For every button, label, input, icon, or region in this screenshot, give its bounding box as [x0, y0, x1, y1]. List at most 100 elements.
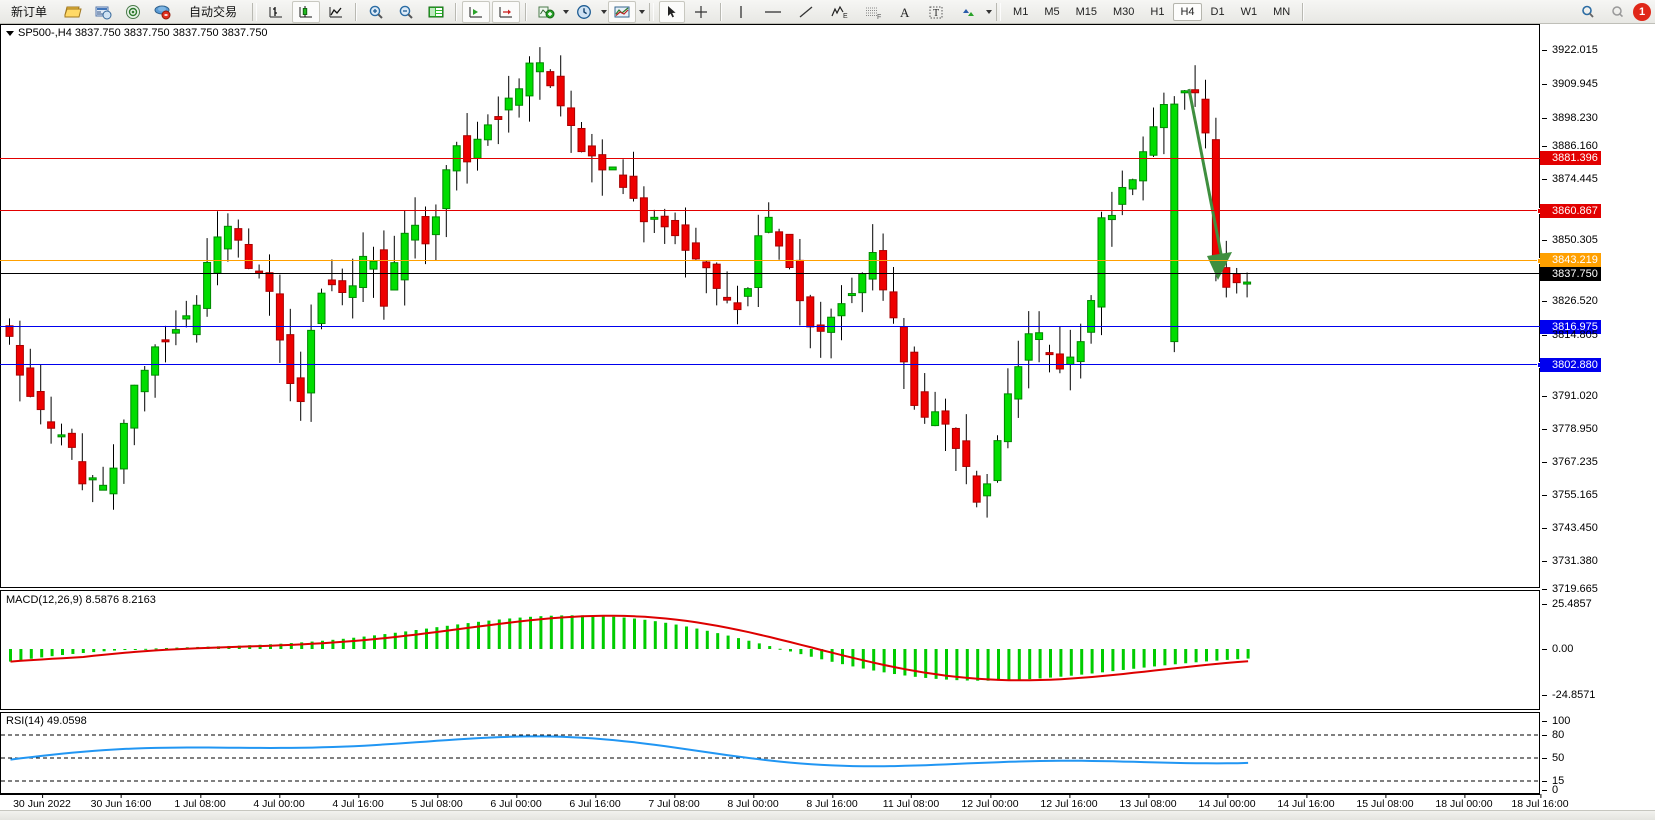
notification-badge[interactable]: 1: [1633, 2, 1651, 21]
main-toolbar: 新订单: [0, 0, 1655, 24]
svg-text:T: T: [933, 8, 939, 19]
period-dropdown-icon[interactable]: [601, 9, 608, 14]
rsi-panel: [0, 712, 1540, 794]
bar-chart-icon[interactable]: [262, 1, 290, 23]
toolbar-separator-3: [525, 2, 528, 21]
shift-icon[interactable]: [492, 0, 521, 23]
candlestick-series: [5, 47, 1252, 518]
rsi-tick-100: 100: [1540, 715, 1570, 727]
line-chart-icon[interactable]: [322, 1, 350, 23]
time-tick: 8 Jul 16:00: [806, 794, 858, 810]
time-tick: 8 Jul 00:00: [727, 794, 779, 810]
svg-text:E: E: [843, 13, 848, 20]
macd-label: MACD(12,26,9) 8.5876 8.2163: [6, 594, 156, 606]
trendline-icon[interactable]: [791, 1, 821, 23]
horizontal-line-icon[interactable]: [757, 1, 789, 23]
timeframe-h1[interactable]: H1: [1150, 5, 1165, 18]
rsi-series: [1, 734, 1539, 782]
time-tick: 15 Jul 08:00: [1356, 794, 1414, 810]
timeframe-mn[interactable]: MN: [1273, 5, 1291, 18]
text-label-icon[interactable]: T: [921, 1, 951, 23]
time-tick: 14 Jul 00:00: [1198, 794, 1256, 810]
time-tick: 12 Jul 16:00: [1040, 794, 1098, 810]
new-order-button[interactable]: 新订单: [1, 1, 57, 23]
price-tick: 3826.520: [1540, 295, 1598, 307]
search-icon[interactable]: [1574, 1, 1602, 23]
price-scale[interactable]: 3922.015 3909.945 3898.230 3886.160 3881…: [1540, 24, 1655, 820]
time-tick: 1 Jul 08:00: [174, 794, 226, 810]
navigator-icon[interactable]: [119, 1, 147, 23]
zoom-in-icon[interactable]: [362, 1, 390, 23]
cursor-icon[interactable]: [659, 0, 686, 23]
indicators-icon[interactable]: [532, 1, 560, 23]
grid-icon[interactable]: [422, 1, 450, 23]
price-marker-last: 3837.750: [1540, 267, 1601, 281]
svg-text:F: F: [877, 14, 881, 20]
time-tick: 4 Jul 00:00: [253, 794, 305, 810]
templates-icon[interactable]: [608, 0, 637, 23]
folder-icon[interactable]: [59, 1, 87, 23]
price-marker-3881[interactable]: 3881.396: [1540, 151, 1601, 165]
last-price-line-3837: [0, 273, 1540, 274]
time-tick: 13 Jul 08:00: [1119, 794, 1177, 810]
price-marker-3843[interactable]: 3843.219: [1540, 253, 1601, 267]
chart-menu-caret-icon[interactable]: [6, 30, 14, 36]
elliott-wave-icon[interactable]: E: [823, 1, 855, 23]
price-marker-3802[interactable]: 3802.880: [1540, 358, 1601, 372]
shapes-icon[interactable]: [953, 1, 983, 23]
timeframe-m30[interactable]: M30: [1113, 5, 1135, 18]
templates-dropdown-icon[interactable]: [639, 9, 646, 14]
price-marker-3816[interactable]: 3816.975: [1540, 320, 1601, 334]
toolbar-separator-4: [720, 2, 723, 21]
vertical-line-icon[interactable]: [727, 1, 755, 23]
time-tick: 7 Jul 08:00: [648, 794, 700, 810]
pivot-line-3843[interactable]: [0, 258, 1543, 264]
time-tick: 6 Jul 00:00: [490, 794, 542, 810]
timeframe-d1[interactable]: D1: [1210, 5, 1225, 18]
bearish-projection-arrow: [1187, 88, 1232, 280]
timeframe-m5[interactable]: M5: [1044, 5, 1060, 18]
price-tick: 3814.805: [1540, 329, 1598, 341]
resistance-line-3860[interactable]: [0, 208, 1543, 214]
autotrading-icon[interactable]: [149, 1, 177, 23]
price-tick: 3791.020: [1540, 390, 1598, 402]
text-icon[interactable]: A: [891, 1, 919, 23]
timeframe-h4[interactable]: H4: [1173, 2, 1202, 21]
new-order-label: 新订单: [11, 5, 48, 19]
notifications-icon[interactable]: [1604, 1, 1632, 23]
market-watch-icon[interactable]: [89, 1, 117, 23]
macd-series: [9, 614, 1250, 682]
horizontal-scrollbar[interactable]: [0, 810, 1655, 820]
chart-canvas[interactable]: SP500-,H4 3837.750 3837.750 3837.750 383…: [0, 24, 1655, 820]
fibonacci-icon[interactable]: F: [857, 1, 889, 23]
shapes-dropdown-icon[interactable]: [986, 9, 993, 14]
support-line-3816[interactable]: [0, 326, 1540, 327]
price-tick: 3743.450: [1540, 522, 1598, 534]
timeframe-m1[interactable]: M1: [1013, 5, 1029, 18]
support-line-3802[interactable]: [0, 362, 1543, 368]
period-icon[interactable]: [570, 1, 598, 23]
price-tick: 3874.445: [1540, 173, 1598, 185]
zoom-out-icon[interactable]: [392, 1, 420, 23]
indicators-dropdown-icon[interactable]: [563, 9, 570, 14]
timeframe-m15[interactable]: M15: [1075, 5, 1097, 18]
time-tick: 6 Jul 16:00: [569, 794, 621, 810]
svg-text:A: A: [900, 5, 910, 20]
price-tick: 3778.950: [1540, 423, 1598, 435]
timeframe-w1[interactable]: W1: [1240, 5, 1258, 18]
autoscroll-icon[interactable]: [462, 0, 491, 23]
autotrading-label: 自动交易: [189, 5, 238, 19]
candlestick-chart-icon[interactable]: [292, 0, 321, 23]
toolbar-separator-1: [355, 2, 358, 21]
price-marker-3860[interactable]: 3860.867: [1540, 204, 1601, 218]
price-tick: 3850.305: [1540, 234, 1598, 246]
time-tick: 4 Jul 16:00: [332, 794, 384, 810]
time-tick: 30 Jun 16:00: [90, 794, 152, 810]
price-tick: 3731.380: [1540, 555, 1598, 567]
resistance-line-3881[interactable]: [0, 158, 1540, 159]
autotrading-button[interactable]: 自动交易: [179, 1, 247, 23]
time-tick: 18 Jul 16:00: [1511, 794, 1569, 810]
crosshair-icon[interactable]: [687, 1, 715, 23]
price-panel: [0, 24, 1540, 588]
price-tick: 3922.015: [1540, 44, 1598, 56]
